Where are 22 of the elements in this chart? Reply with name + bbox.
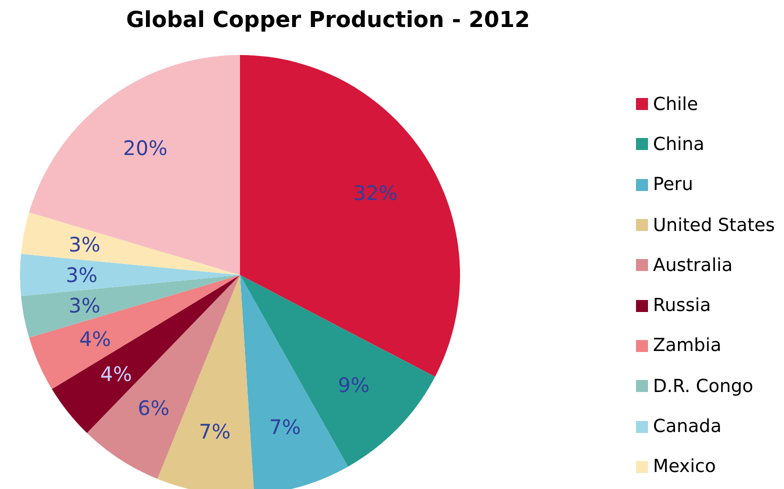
data-label: 9%: [338, 373, 370, 398]
data-label: 4%: [100, 362, 132, 386]
data-label: 3%: [68, 232, 100, 257]
legend-label: D.R. Congo: [653, 376, 754, 397]
data-label: 6%: [138, 396, 170, 420]
data-label: 3%: [66, 263, 98, 287]
data-label: 7%: [269, 414, 301, 439]
data-label: 20%: [123, 136, 168, 160]
legend-label: Russia: [653, 295, 711, 316]
data-label: 32%: [353, 180, 398, 205]
legend-label: Zambia: [653, 335, 722, 356]
legend-label: Canada: [653, 416, 722, 438]
chart-title: Global Copper Production - 2012: [125, 8, 531, 33]
legend-label: Chile: [653, 94, 698, 115]
data-label: 3%: [68, 293, 100, 318]
data-label: 4%: [79, 327, 112, 352]
data-label: 7%: [198, 419, 231, 444]
legend-label: Peru: [653, 174, 694, 196]
legend-label: Mexico: [653, 456, 716, 478]
legend-label: Australia: [653, 254, 733, 276]
legend-label: China: [653, 134, 704, 155]
legend-label: United States: [653, 214, 775, 236]
